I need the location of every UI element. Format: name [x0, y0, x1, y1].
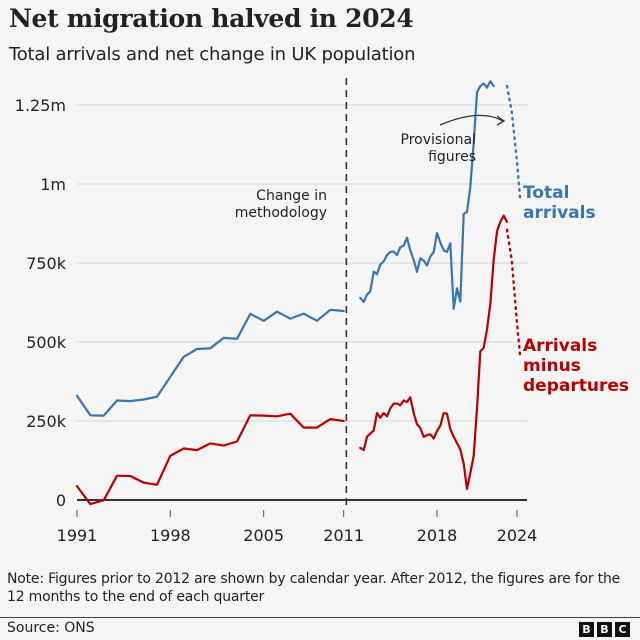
x-tick-label: 2011 — [323, 526, 364, 545]
net-migration-line — [75, 412, 345, 506]
footer-divider — [0, 617, 640, 618]
net-migration-label: Arrivals — [523, 336, 597, 356]
y-axis: 0 250k 500k 750k 1m 1.25m — [15, 96, 67, 510]
provisional-label: Provisional — [401, 132, 476, 148]
total-arrivals-provisional-line — [505, 84, 522, 202]
bbc-logo-letter: B — [597, 622, 612, 637]
methodology-label: Change in — [256, 188, 327, 204]
methodology-label: methodology — [235, 205, 327, 221]
y-tick-label: 750k — [26, 254, 67, 273]
net-migration-label: departures — [523, 376, 629, 396]
net-migration-line — [359, 214, 509, 490]
arrowhead-icon — [496, 115, 506, 126]
source-text: Source: ONS — [7, 620, 95, 636]
bbc-logo-letter: C — [615, 622, 630, 637]
total-arrivals-line — [75, 308, 345, 417]
bbc-logo: B B C — [579, 622, 630, 637]
chart-title: Net migration halved in 2024 — [9, 4, 414, 33]
y-tick-label: 0 — [56, 491, 66, 510]
footnote: Note: Figures prior to 2012 are shown by… — [7, 571, 621, 605]
bbc-logo-letter: B — [579, 622, 594, 637]
y-tick-label: 1.25m — [15, 96, 66, 115]
x-tick-label: 2024 — [497, 526, 538, 545]
y-tick-label: 500k — [26, 333, 67, 352]
x-tick-label: 1998 — [150, 526, 191, 545]
y-tick-label: 250k — [26, 412, 67, 431]
provisional-label: figures — [428, 149, 476, 165]
line-chart: 0 250k 500k 750k 1m 1.25m 1991 1998 2005 2011 201… — [15, 78, 629, 545]
series-lines — [75, 80, 522, 506]
net-migration-provisional-line — [505, 228, 522, 359]
provisional-arrow — [439, 114, 504, 126]
x-tick-label: 1991 — [57, 526, 98, 545]
total-arrivals-label: Total — [523, 183, 569, 203]
x-axis: 1991 1998 2005 2011 2018 2024 — [57, 499, 538, 545]
x-tick-label: 2018 — [417, 526, 458, 545]
net-migration-label: minus — [523, 356, 581, 376]
total-arrivals-label: arrivals — [523, 203, 596, 223]
y-tick-label: 1m — [40, 175, 66, 194]
chart-subtitle: Total arrivals and net change in UK popu… — [9, 44, 416, 65]
x-tick-label: 2005 — [243, 526, 284, 545]
gridlines — [77, 104, 527, 422]
total-arrivals-line — [359, 80, 495, 310]
